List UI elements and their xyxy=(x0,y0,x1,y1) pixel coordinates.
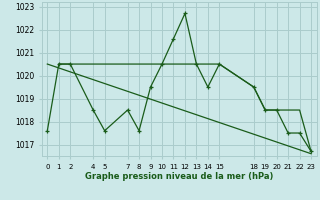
X-axis label: Graphe pression niveau de la mer (hPa): Graphe pression niveau de la mer (hPa) xyxy=(85,172,273,181)
